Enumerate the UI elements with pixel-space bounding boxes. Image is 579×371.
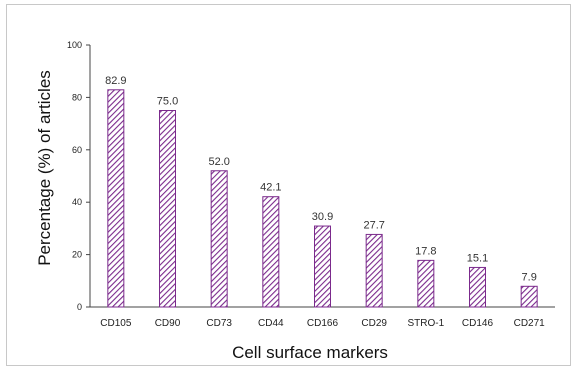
bar <box>417 259 435 308</box>
bar <box>314 225 331 308</box>
bar <box>365 233 383 308</box>
y-axis-label: Percentage (%) of articles <box>35 70 54 266</box>
data-label: 30.9 <box>312 211 333 223</box>
bars <box>107 89 538 308</box>
bar <box>520 285 538 308</box>
y-tick-label: 20 <box>72 250 82 260</box>
y-tick-label: 100 <box>67 40 82 50</box>
data-label: 27.7 <box>363 219 384 231</box>
data-label: 82.9 <box>105 75 126 87</box>
x-tick-label: CD73 <box>206 318 232 329</box>
data-label: 15.1 <box>467 252 488 264</box>
y-tick-label: 80 <box>72 92 82 102</box>
y-tick-label: 60 <box>72 145 82 155</box>
x-tick-label: STRO-1 <box>407 318 444 329</box>
bar <box>107 89 125 308</box>
data-label: 52.0 <box>208 156 229 168</box>
x-tick-label: CD44 <box>258 318 284 329</box>
bar <box>210 170 228 308</box>
data-label: 7.9 <box>522 271 537 283</box>
y-tick-label: 0 <box>77 302 82 312</box>
x-tick-label: CD166 <box>307 318 339 329</box>
y-tick-label: 40 <box>72 197 82 207</box>
x-tick-label: CD105 <box>100 318 132 329</box>
x-tick-label: CD29 <box>361 318 387 329</box>
data-label: 17.8 <box>415 245 436 257</box>
x-tick-label: CD146 <box>462 318 494 329</box>
x-tick-label: CD271 <box>514 318 546 329</box>
bar <box>159 110 176 308</box>
data-label: 42.1 <box>260 182 281 194</box>
x-tick-label: CD90 <box>155 318 181 329</box>
bar <box>262 196 280 308</box>
labels: 82.9 CD105 75.0 CD90 52.0 CD73 42.1 CD44 30.9 CD1… <box>100 75 545 329</box>
x-axis-label: Cell surface markers <box>232 343 388 362</box>
data-label: 75.0 <box>157 96 178 108</box>
bar <box>469 266 486 308</box>
